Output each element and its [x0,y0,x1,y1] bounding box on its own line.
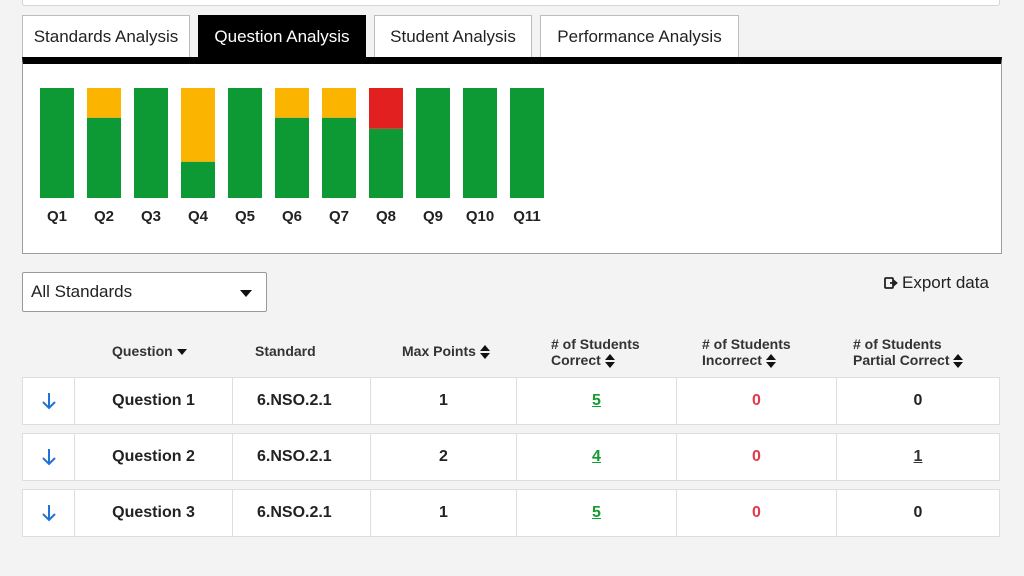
max-points-cell: 2 [371,434,517,480]
header-question-label: Question [112,343,173,359]
question-bar-chart: Q1 Q2 Q3 Q4 Q5 Q6 Q7 Q8 Q9 Q10 Q11 [40,88,544,225]
correct-count-link[interactable]: 4 [592,448,601,465]
header-partial-line2: Partial Correct [853,352,950,368]
category-label-q3: Q3 [141,208,161,225]
table-row: Question 2 6.NSO.2.1 2 4 0 1 [22,433,1000,481]
correct-cell: 4 [517,434,677,480]
bar-q3-segment-0[interactable] [134,88,168,198]
bar-q8-segment-0[interactable] [369,128,403,198]
table-row: Question 1 6.NSO.2.1 1 5 0 0 [22,377,1000,425]
category-label-q8: Q8 [376,208,396,225]
standards-filter-value: All Standards [31,282,133,301]
partial-count: 0 [913,392,923,409]
arrow-down-icon [41,505,56,522]
bar-q6-segment-1[interactable] [275,88,309,118]
standard-cell: 6.NSO.2.1 [233,378,371,424]
arrow-down-icon [41,449,56,466]
bar-q1-segment-0[interactable] [40,88,74,198]
export-data-label: Export data [902,273,989,292]
tab-performance-analysis[interactable]: Performance Analysis [540,15,739,57]
category-label-q7: Q7 [329,208,349,225]
export-data-button[interactable]: Export data [884,272,989,294]
category-label-q1: Q1 [47,208,67,225]
tab-question-analysis[interactable]: Question Analysis [198,15,366,57]
analysis-tabs: Standards Analysis Question Analysis Stu… [22,15,747,57]
bar-q10-segment-0[interactable] [463,88,497,198]
partial-count-link[interactable]: 1 [913,448,923,465]
sort-desc-icon [176,349,187,356]
sort-icon [604,354,615,369]
header-standard: Standard [255,343,316,359]
category-label-q2: Q2 [94,208,114,225]
question-cell: Question 3 [75,490,233,536]
category-label-q5: Q5 [235,208,255,225]
sort-icon [765,354,776,369]
correct-count-link[interactable]: 5 [592,392,601,409]
header-incorrect-line2: Incorrect [702,352,762,368]
sort-icon [479,345,490,360]
header-partial-line1: # of Students [853,336,942,352]
partial-cell: 1 [837,434,999,480]
max-points-cell: 1 [371,378,517,424]
header-correct-line2: Correct [551,352,601,368]
expand-row-button[interactable] [23,378,75,424]
expand-row-button[interactable] [23,490,75,536]
header-correct-line1: # of Students [551,336,640,352]
question-cell: Question 2 [75,434,233,480]
partial-count: 0 [913,504,923,521]
header-max-points[interactable]: Max Points [402,343,490,360]
standard-cell: 6.NSO.2.1 [233,490,371,536]
standard-cell: 6.NSO.2.1 [233,434,371,480]
category-label-q11: Q11 [513,208,541,225]
arrow-down-icon [41,393,56,410]
bar-q9-segment-0[interactable] [416,88,450,198]
bar-q7-segment-0[interactable] [322,117,356,198]
header-students-incorrect[interactable]: # of Students Incorrect [702,336,791,369]
bar-q7-segment-1[interactable] [322,88,356,118]
category-label-q4: Q4 [188,208,209,225]
category-label-q10: Q10 [466,208,494,225]
header-question[interactable]: Question [112,343,187,359]
header-students-partial[interactable]: # of Students Partial Correct [853,336,964,369]
bar-q5-segment-0[interactable] [228,88,262,198]
incorrect-count: 0 [752,448,761,465]
question-cell: Question 1 [75,378,233,424]
standards-filter-select[interactable]: All Standards [22,272,267,312]
partial-cell: 0 [837,490,999,536]
correct-cell: 5 [517,378,677,424]
export-icon [884,276,898,290]
header-max-points-label: Max Points [402,343,476,359]
max-points-cell: 1 [371,490,517,536]
correct-count-link[interactable]: 5 [592,504,601,521]
bar-q2-segment-1[interactable] [87,88,121,118]
bar-q8-segment-2[interactable] [369,88,403,129]
category-label-q6: Q6 [282,208,302,225]
sort-icon [953,354,964,369]
incorrect-count: 0 [752,504,761,521]
incorrect-cell: 0 [677,378,837,424]
chevron-down-icon [240,290,252,297]
bar-q4-segment-1[interactable] [181,88,215,162]
header-incorrect-line1: # of Students [702,336,791,352]
tab-student-analysis[interactable]: Student Analysis [374,15,532,57]
table-row: Question 3 6.NSO.2.1 1 5 0 0 [22,489,1000,537]
top-card [22,0,1000,6]
incorrect-cell: 0 [677,490,837,536]
bar-q6-segment-0[interactable] [275,117,309,198]
incorrect-count: 0 [752,392,761,409]
header-standard-label: Standard [255,343,316,359]
expand-row-button[interactable] [23,434,75,480]
category-label-q9: Q9 [423,208,443,225]
header-students-correct[interactable]: # of Students Correct [551,336,640,369]
tab-standards-analysis[interactable]: Standards Analysis [22,15,190,57]
correct-cell: 5 [517,490,677,536]
partial-cell: 0 [837,378,999,424]
incorrect-cell: 0 [677,434,837,480]
bar-q2-segment-0[interactable] [87,117,121,198]
question-chart-panel: Q1 Q2 Q3 Q4 Q5 Q6 Q7 Q8 Q9 Q10 Q11 [22,57,1002,254]
bar-q4-segment-0[interactable] [181,161,215,198]
bar-q11-segment-0[interactable] [510,88,544,198]
